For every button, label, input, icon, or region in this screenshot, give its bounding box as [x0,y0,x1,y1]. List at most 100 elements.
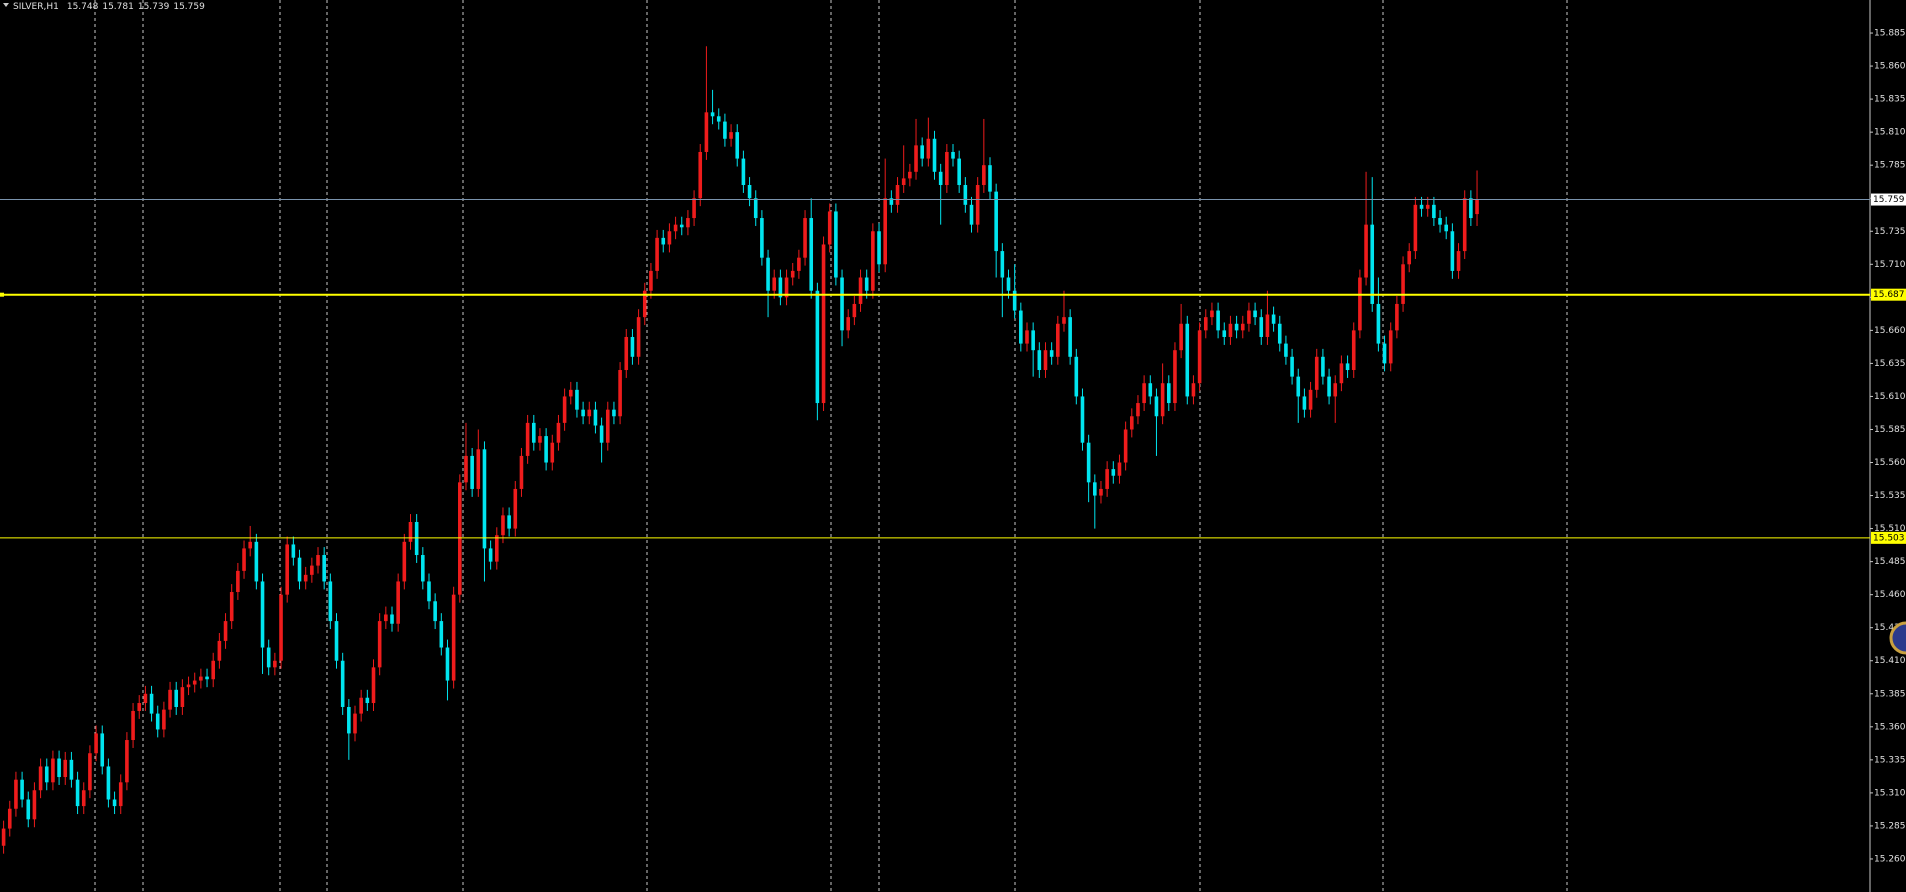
candle-body [599,425,604,443]
candle-body [1099,488,1103,496]
candle-body [846,317,851,331]
candle-body [439,621,444,648]
candle-body [1043,350,1048,371]
candle-body [864,277,869,291]
candle-body [223,621,228,641]
candle-body [1333,383,1338,397]
y-tick-label: 15.610 [1874,392,1906,402]
candle-body [926,138,931,159]
horizontal-lines: 15.759 15.687 15.503 [0,193,1906,544]
candle-body [513,488,518,529]
candle-body [908,171,912,179]
candle-body [75,779,80,807]
candle-body [525,422,530,456]
candle-body [1247,310,1251,324]
candle-body [279,594,283,661]
candle-body [550,442,555,463]
candle-body [1031,330,1035,351]
candle-body [186,684,191,688]
candle-body [236,570,240,593]
candle-body [624,336,629,371]
candle-body [815,290,820,404]
y-tick-label: 15.435 [1874,623,1906,633]
candle-body [1006,277,1011,291]
candle-body [1,828,6,846]
candle-body [612,409,616,417]
candle-body [1086,442,1091,483]
candle-body [1456,251,1461,271]
candle-body [1080,396,1085,443]
candle-body [118,782,123,807]
candle-body [618,370,622,417]
candle-body [1253,310,1257,318]
candle-body [636,317,641,357]
candle-body [273,660,277,668]
y-tick-label: 15.810 [1874,128,1906,138]
candle-body [1395,303,1399,331]
candle-body [1068,317,1072,357]
candle-body [57,758,61,778]
candle-body [951,151,955,159]
candle-body [852,303,857,318]
candle-body [1197,330,1202,384]
candle-body [630,336,635,357]
candle-body [575,389,579,410]
menu-arrow[interactable] [3,3,9,7]
candle-body [1117,462,1122,476]
candle-body [772,277,777,291]
candle-body [414,521,419,556]
candle-body [975,185,980,225]
candle-body [155,713,160,730]
candle-body [353,713,357,734]
candle-body [1265,314,1270,337]
price-box [1871,193,1906,206]
candle-body [488,548,493,562]
candle-body [316,555,320,566]
candle-body [1228,323,1233,337]
candle-body [347,706,351,734]
candle-body [692,198,696,219]
candle-body [14,779,18,809]
candle-body [1321,356,1325,377]
candle-body [778,277,783,298]
candle-body [38,766,43,791]
candle-body [1185,323,1190,397]
candle-body [556,422,561,443]
candle-body [673,224,678,232]
candle-body [729,132,733,139]
candle-body [827,211,832,245]
candle-body [1210,310,1214,318]
candle-body [716,116,721,122]
candle-body [248,541,252,549]
candle-body [531,422,536,443]
candle-body [1388,330,1393,364]
candle-body [710,112,715,117]
candle-body [871,231,875,291]
candle-body [1105,469,1109,489]
y-tick-label: 15.335 [1874,755,1906,765]
candle-body [1179,323,1183,351]
candle-body [297,557,302,582]
price-box [1871,531,1906,544]
candle-body [1277,323,1282,344]
candle-body [1160,383,1165,417]
candle-body [242,548,246,571]
candle-body [1314,356,1319,390]
candle-body [605,409,610,443]
candle-body [322,555,326,582]
candle-body [1222,330,1227,337]
y-tick-label: 15.360 [1874,722,1906,732]
candle-body [359,697,363,714]
candle-body [1136,403,1140,417]
candle-body [495,535,499,562]
candle-body [858,277,863,304]
candle-body [266,647,271,668]
candle-body [1432,204,1436,219]
candle-body [149,693,154,714]
candle-body [1056,323,1060,357]
navigator-icon[interactable] [1889,621,1906,655]
candle-body [1240,323,1245,331]
candle-body [1154,396,1159,417]
candle-body [834,211,838,278]
